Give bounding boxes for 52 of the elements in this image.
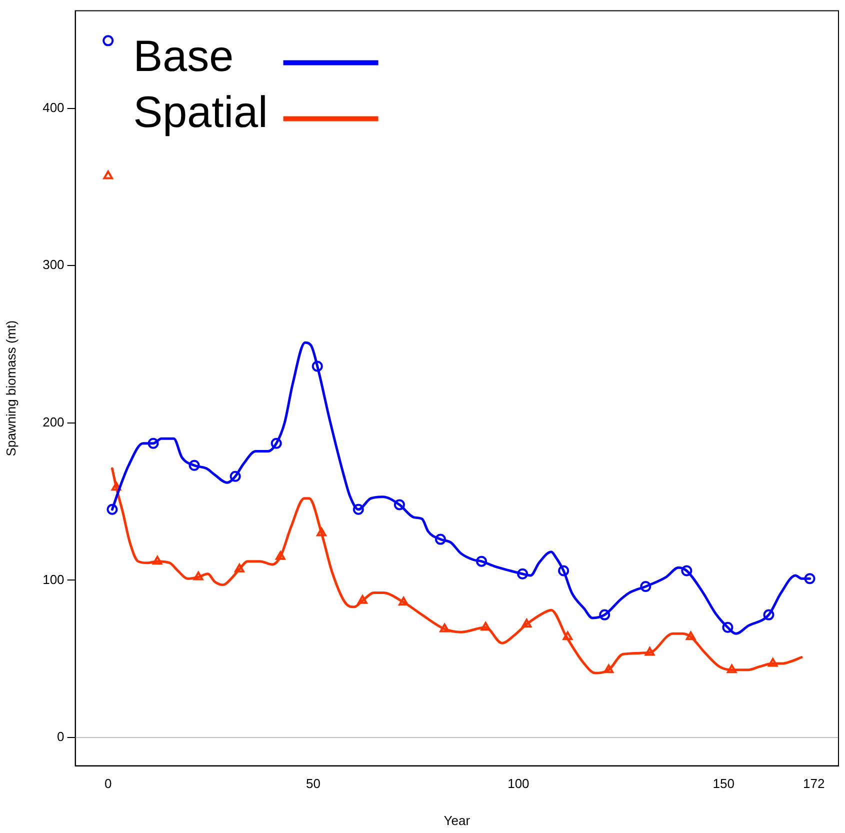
point — [763, 609, 774, 620]
x-tick-label: 50 — [306, 776, 321, 792]
point — [562, 631, 573, 640]
point — [103, 170, 114, 180]
y-tick-label: 300 — [42, 257, 64, 272]
x-tick-label: 0 — [104, 776, 112, 792]
point — [276, 551, 286, 560]
y-tick-label: 400 — [42, 100, 64, 115]
point — [230, 470, 241, 482]
line-series — [110, 467, 803, 674]
point — [270, 438, 282, 449]
legend-label: Spatial — [133, 88, 268, 137]
point — [434, 534, 446, 545]
point — [722, 622, 734, 633]
point — [476, 556, 488, 567]
point — [312, 360, 323, 372]
point — [398, 596, 408, 606]
y-tick-label: 200 — [42, 414, 64, 430]
point — [152, 556, 162, 565]
point — [440, 623, 450, 632]
point — [193, 572, 204, 580]
x-tick-label: 172 — [803, 776, 825, 792]
point — [681, 565, 692, 576]
point — [106, 504, 118, 515]
x-tick-label: 150 — [712, 776, 734, 792]
y-axis-title: Spawning biomass (mt) — [3, 320, 18, 456]
point — [352, 504, 364, 515]
point — [522, 618, 532, 628]
point — [804, 573, 816, 584]
point — [640, 580, 652, 592]
point — [768, 658, 778, 667]
y-tick-label: 100 — [42, 572, 64, 587]
point — [316, 528, 326, 536]
point — [644, 647, 655, 656]
point — [599, 609, 610, 620]
point — [234, 564, 244, 572]
point — [517, 568, 528, 580]
point — [111, 482, 122, 491]
x-tick-label: 100 — [508, 776, 530, 792]
x-axis-title: Year — [444, 812, 471, 828]
point — [480, 622, 491, 631]
legend-label: Base — [133, 32, 234, 81]
point — [394, 499, 405, 510]
point — [188, 460, 200, 471]
point — [148, 438, 159, 449]
y-tick-label: 0 — [57, 729, 64, 744]
point — [358, 595, 368, 604]
point — [558, 565, 570, 576]
point — [102, 35, 114, 46]
point — [686, 631, 696, 640]
point — [726, 664, 737, 674]
point — [604, 664, 614, 674]
